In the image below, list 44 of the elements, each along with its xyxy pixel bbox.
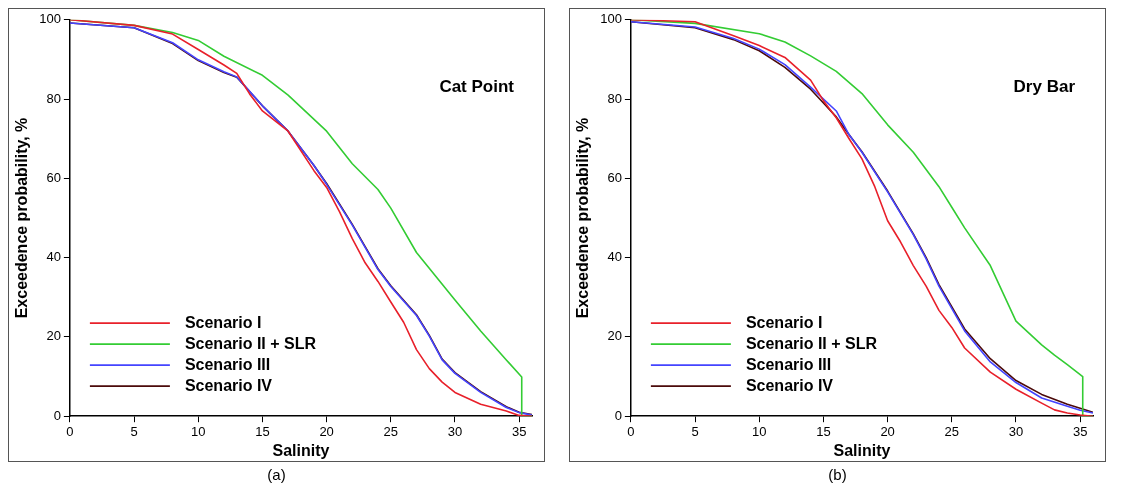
text: Dry Bar — [1013, 76, 1076, 96]
x-tick-label: 20 — [880, 423, 895, 439]
y-tick-label: 40 — [46, 249, 61, 265]
y-tick-label: 0 — [53, 407, 61, 423]
x-tick-label: 30 — [1008, 423, 1024, 439]
y-tick-label: 80 — [607, 90, 622, 106]
legend-label: Scenario II + SLR — [184, 334, 317, 352]
text: Cat Point — [439, 76, 515, 96]
legend-label: Scenario II + SLR — [745, 334, 878, 352]
y-tick-label: 60 — [607, 169, 622, 185]
y-tick-label: 80 — [46, 90, 61, 106]
y-tick-label: 20 — [607, 328, 622, 344]
legend-label: Scenario III — [184, 355, 271, 373]
x-tick-label: 5 — [130, 423, 138, 439]
x-tick-label: 0 — [627, 423, 635, 439]
legend-label: Scenario I — [184, 313, 262, 331]
x-tick-label: 30 — [447, 423, 463, 439]
x-tick-label: 10 — [752, 423, 767, 439]
y-tick-label: 100 — [600, 11, 622, 27]
y-tick-label: 100 — [39, 11, 61, 27]
text: (b) — [827, 466, 848, 483]
y-axis-title: Exceedence probability, % — [574, 117, 592, 319]
y-tick-label: 20 — [46, 328, 61, 344]
x-tick-label: 15 — [255, 423, 270, 439]
y-tick-label: 0 — [614, 407, 622, 423]
text: (a) — [266, 466, 287, 483]
x-tick-label: 20 — [319, 423, 334, 439]
legend-label: Scenario IV — [184, 376, 273, 394]
x-axis-title: Salinity — [833, 441, 891, 459]
legend-label: Scenario IV — [745, 376, 834, 394]
x-axis-title: Salinity — [272, 441, 330, 459]
y-tick-label: 60 — [46, 169, 61, 185]
x-tick-label: 25 — [383, 423, 399, 439]
x-tick-label: 0 — [66, 423, 74, 439]
x-tick-label: 35 — [1072, 423, 1088, 439]
legend-label: Scenario III — [745, 355, 832, 373]
x-tick-label: 15 — [816, 423, 831, 439]
x-tick-label: 25 — [944, 423, 960, 439]
y-axis-title: Exceedence probability, % — [13, 117, 31, 319]
x-tick-label: 35 — [511, 423, 527, 439]
legend-label: Scenario I — [745, 313, 823, 331]
x-tick-label: 5 — [691, 423, 699, 439]
x-tick-label: 10 — [191, 423, 206, 439]
y-tick-label: 40 — [607, 249, 622, 265]
